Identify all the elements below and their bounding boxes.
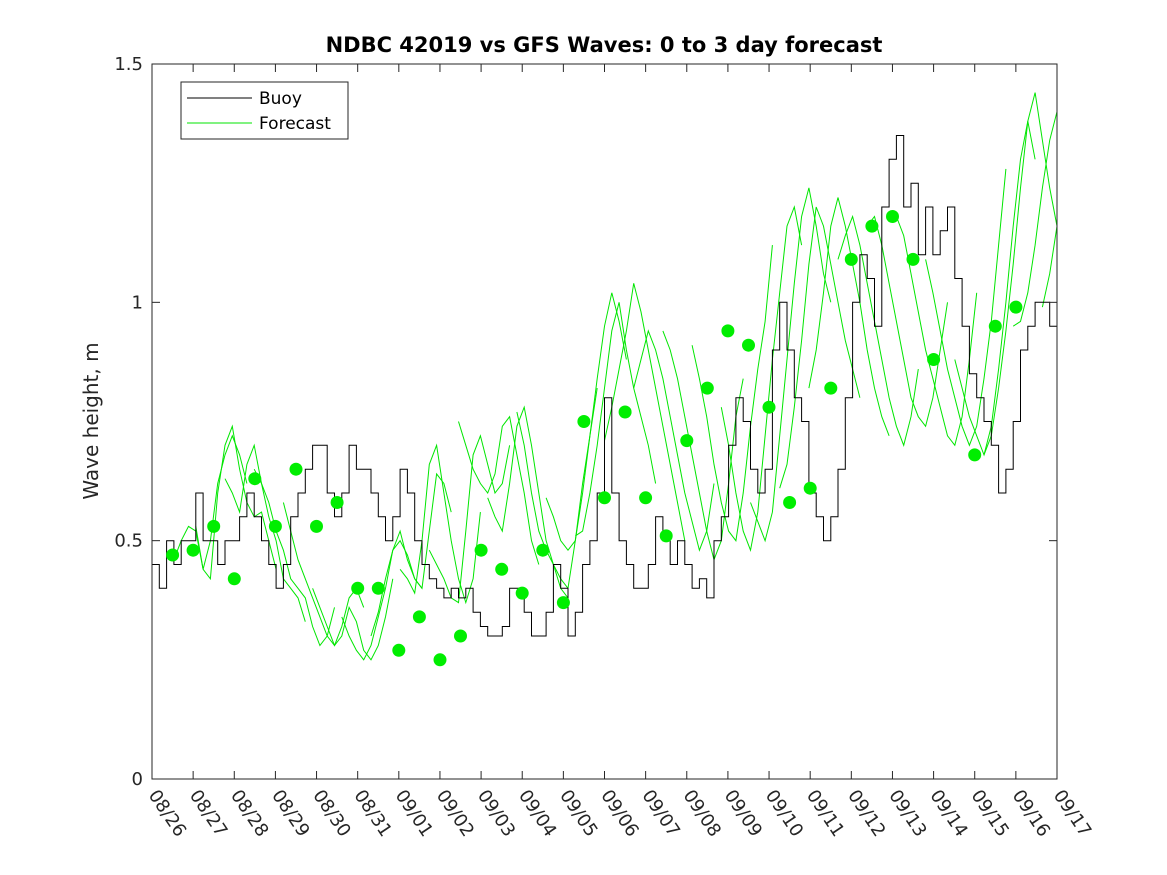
forecast-run-0 [166, 434, 248, 570]
forecast-marker-14 [454, 629, 467, 643]
y-axis-label: Wave height, m [79, 342, 103, 499]
forecast-run-13 [545, 292, 627, 552]
forecast-marker-37 [927, 353, 941, 366]
forecast-marker-30 [783, 496, 797, 509]
forecast-run-3 [253, 468, 335, 647]
forecast-marker-24 [659, 529, 673, 543]
forecast-marker-13 [433, 653, 447, 667]
y-axis: 0 0.5 1 1.5 [114, 54, 1057, 790]
forecast-marker-12 [412, 610, 426, 624]
forecast-marker-4 [248, 472, 262, 486]
forecast-marker-39 [988, 319, 1002, 333]
forecast-run-28 [983, 92, 1058, 456]
forecast-marker-34 [865, 219, 879, 233]
forecast-marker-29 [762, 400, 776, 414]
forecast-run-6 [341, 529, 423, 661]
forecast-marker-11 [392, 643, 406, 657]
forecast-marker-26 [700, 381, 714, 395]
forecast-run-29 [1012, 92, 1058, 327]
forecast-marker-35 [886, 210, 899, 223]
forecast-run-24 [866, 215, 948, 428]
legend-label-forecast: Forecast [259, 114, 331, 134]
forecast-marker-2 [207, 519, 221, 533]
forecast-marker-5 [268, 519, 282, 533]
y-tick-label: 0.5 [114, 531, 143, 552]
forecast-marker-22 [618, 405, 632, 419]
forecast-run-15 [604, 283, 686, 541]
forecast-run-20 [750, 187, 832, 543]
forecast-marker-18 [536, 543, 550, 557]
forecast-run-22 [808, 197, 890, 436]
forecast-marker-36 [906, 252, 920, 266]
chart-title: NDBC 42019 vs GFS Waves: 0 to 3 day fore… [326, 33, 883, 57]
forecast-marker-8 [330, 496, 344, 509]
forecast-run-19 [720, 205, 803, 553]
forecast-run-12 [516, 388, 598, 590]
forecast-marker-19 [556, 596, 570, 610]
forecast-run-9 [428, 434, 511, 604]
forecast-marker-32 [824, 381, 838, 395]
forecast-run-18 [691, 245, 773, 542]
forecast-run-1 [195, 424, 277, 581]
forecast-run-11 [487, 405, 569, 599]
forecast-run-26 [925, 168, 1007, 447]
forecast-run-25 [895, 216, 978, 447]
forecast-marker-25 [680, 434, 694, 448]
forecast-run-27 [954, 121, 1036, 457]
forecast-marker-7 [310, 519, 323, 533]
forecast-run-14 [575, 302, 657, 537]
forecast-run-2 [224, 443, 306, 622]
series-layer [152, 92, 1058, 661]
forecast-run-17 [662, 330, 744, 562]
forecast-run-10 [458, 415, 540, 565]
forecast-marker-27 [721, 324, 735, 338]
forecast-marker-10 [371, 581, 385, 595]
forecast-marker-38 [968, 448, 982, 462]
forecast-run-4 [282, 502, 365, 647]
forecast-marker-15 [474, 543, 488, 557]
forecast-marker-33 [844, 252, 858, 266]
forecast-run-7 [370, 472, 452, 637]
forecast-marker-40 [1009, 300, 1023, 314]
legend: Buoy Forecast [180, 81, 349, 140]
forecast-run-8 [399, 443, 481, 605]
forecast-marker-21 [598, 491, 611, 505]
forecast-run-5 [312, 578, 394, 661]
forecast-marker-20 [577, 415, 591, 428]
y-tick-label: 0 [132, 769, 143, 790]
forecast-marker-3 [227, 572, 241, 586]
forecast-marker-6 [289, 462, 303, 476]
y-tick-label: 1.5 [114, 54, 143, 75]
legend-label-buoy: Buoy [259, 89, 302, 109]
forecast-marker-23 [639, 491, 653, 505]
forecast-marker-9 [351, 581, 365, 595]
y-tick-label: 1 [132, 292, 143, 313]
forecast-run-23 [837, 214, 919, 447]
forecast-marker-17 [515, 586, 529, 600]
forecast-marker-0 [166, 548, 180, 562]
forecast-marker-31 [803, 481, 817, 495]
legend-box [180, 81, 349, 140]
forecast-marker-16 [495, 562, 509, 576]
forecast-run-16 [633, 329, 715, 552]
forecast-marker-1 [186, 543, 200, 557]
marker-layer [166, 210, 1023, 667]
forecast-run-21 [779, 206, 861, 489]
forecast-marker-28 [742, 338, 755, 352]
